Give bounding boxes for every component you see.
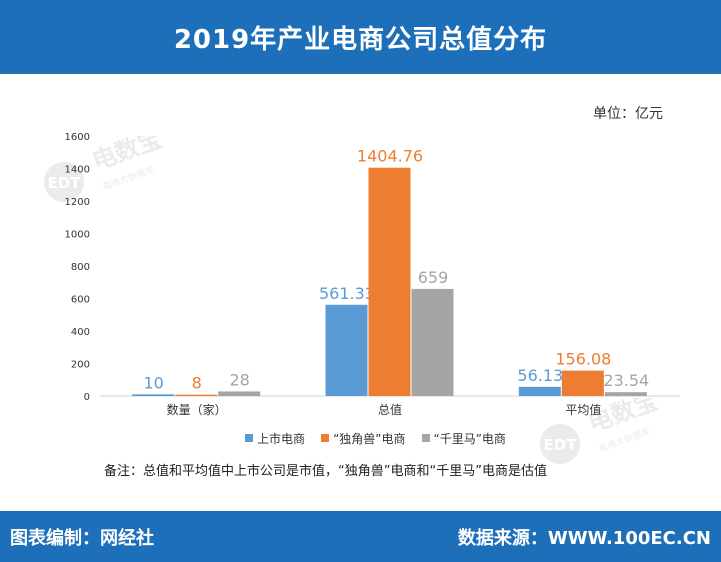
data-label: 156.08	[555, 350, 611, 369]
legend-item: “千里马”电商	[421, 430, 506, 446]
x-tick-label: 总值	[378, 402, 402, 417]
footer-source: 数据来源：WWW.100EC.CN	[457, 527, 711, 549]
bar	[604, 392, 647, 396]
data-label: 561.33	[319, 284, 375, 303]
y-tick-label: 0	[84, 392, 90, 403]
bar	[132, 394, 175, 396]
watermark-logo-text: EDT	[48, 174, 82, 192]
footer-bar: 图表编制：网经社 数据来源：WWW.100EC.CN	[0, 511, 721, 562]
watermark-bottom-right: EDT 电数宝 电商大数据库	[530, 387, 700, 482]
data-label: 56.13	[517, 366, 563, 385]
legend-label: “千里马”电商	[433, 431, 506, 446]
bar	[411, 288, 454, 396]
legend-label: “独角兽”电商	[333, 431, 406, 446]
bar	[368, 167, 411, 396]
legend-item: “独角兽”电商	[321, 430, 406, 446]
data-label: 659	[418, 268, 449, 287]
bar	[518, 386, 561, 396]
x-tick-label: 平均值	[565, 402, 601, 417]
chart-title: 2019年产业电商公司总值分布	[0, 0, 721, 74]
bar	[218, 391, 261, 396]
unit-label: 单位：亿元	[593, 106, 663, 122]
data-label: 28	[229, 370, 249, 389]
y-tick-label: 1600	[65, 132, 90, 143]
watermark-top-left: EDT 电数宝 电商大数据库	[34, 125, 204, 220]
legend-swatch	[421, 434, 430, 442]
legend-item: 上市电商	[245, 430, 305, 446]
y-tick-label: 1400	[65, 165, 90, 176]
y-tick-label: 400	[71, 327, 90, 338]
legend-label: 上市电商	[257, 431, 306, 446]
y-tick-label: 1000	[65, 230, 90, 241]
legend-swatch	[245, 434, 254, 442]
watermark-logo-text: EDT	[544, 436, 578, 454]
y-tick-label: 600	[71, 295, 90, 306]
bar	[561, 370, 604, 396]
data-label: 8	[192, 374, 202, 393]
legend: 上市电商 “独角兽”电商 “千里马”电商	[0, 430, 721, 446]
y-tick-label: 800	[71, 262, 90, 273]
bar	[175, 394, 218, 396]
y-tick-label: 200	[71, 360, 90, 371]
data-label: 10	[143, 373, 163, 392]
y-tick-label: 1200	[65, 197, 90, 208]
data-label: 23.54	[603, 371, 649, 390]
footer-compiler: 图表编制：网经社	[10, 527, 154, 549]
legend-swatch	[321, 434, 330, 442]
bar	[325, 304, 368, 396]
x-tick-label: 数量（家）	[167, 402, 227, 417]
footnote: 备注：总值和平均值中上市公司是市值，“独角兽”电商和“千里马”电商是估值	[104, 464, 547, 479]
data-label: 1404.76	[357, 147, 423, 166]
